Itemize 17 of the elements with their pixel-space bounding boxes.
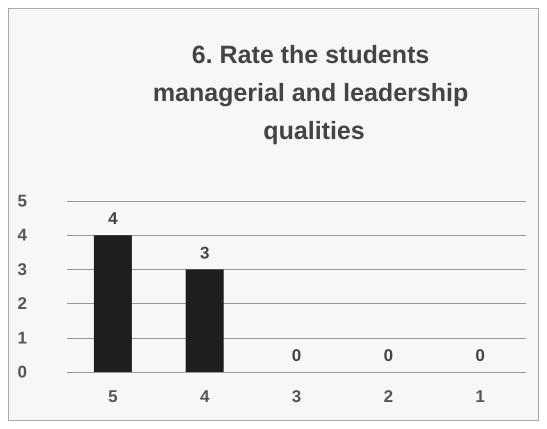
y-tick-label: 1	[18, 328, 27, 348]
data-label: 3	[200, 243, 210, 262]
y-tick-label: 3	[18, 260, 27, 279]
y-tick-label: 0	[18, 362, 27, 382]
data-label: 0	[292, 346, 302, 365]
y-tick-label: 4	[18, 226, 28, 245]
x-tick-label: 2	[384, 387, 394, 406]
x-tick-label: 3	[292, 387, 302, 406]
data-label: 4	[108, 209, 118, 228]
x-tick-label: 1	[475, 387, 485, 406]
y-tick-label: 5	[18, 192, 27, 210]
data-label: 0	[475, 346, 485, 365]
y-tick-label: 2	[18, 294, 27, 314]
x-tick-label: 5	[108, 387, 118, 406]
x-tick-label: 4	[200, 387, 210, 406]
chart-title: 6. Rate the students managerial and leadership qualities	[152, 41, 476, 145]
data-label: 0	[384, 346, 394, 365]
